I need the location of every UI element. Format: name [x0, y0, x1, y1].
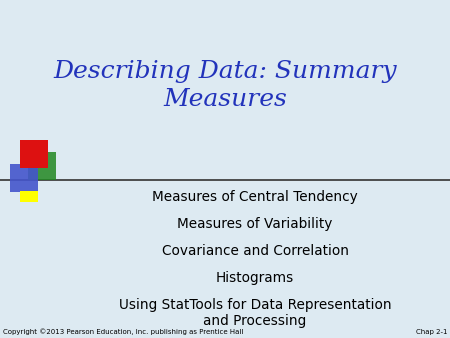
Text: Measures of Central Tendency: Measures of Central Tendency: [152, 190, 358, 204]
Text: Measures of Variability: Measures of Variability: [177, 217, 333, 231]
Bar: [20, 140, 48, 168]
Text: Chap 2-1: Chap 2-1: [415, 329, 447, 335]
Text: Covariance and Correlation: Covariance and Correlation: [162, 244, 348, 258]
Bar: [10, 164, 38, 192]
Bar: [28, 152, 56, 180]
Text: Describing Data: Summary
Measures: Describing Data: Summary Measures: [53, 60, 397, 111]
Bar: [20, 191, 38, 202]
Text: Copyright ©2013 Pearson Education, Inc. publishing as Prentice Hall: Copyright ©2013 Pearson Education, Inc. …: [3, 328, 243, 335]
Text: Histograms: Histograms: [216, 271, 294, 285]
Text: Using StatTools for Data Representation
and Processing: Using StatTools for Data Representation …: [119, 298, 392, 328]
